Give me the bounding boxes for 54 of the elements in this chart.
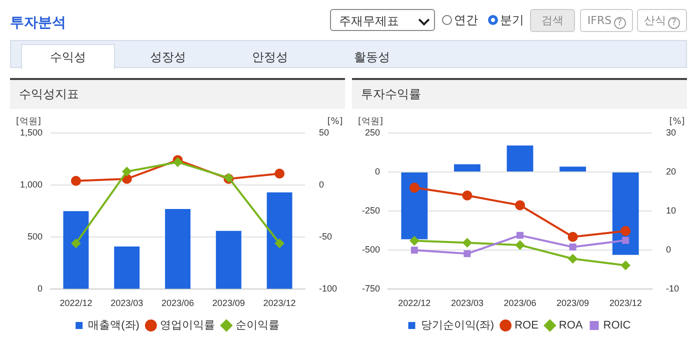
help-icon: ? (668, 17, 680, 29)
chart-title: 투자수익률 (352, 80, 687, 109)
y-tick-label: 250 (364, 127, 380, 138)
help-icon: ? (614, 17, 626, 29)
x-tick-label: 2023/06 (161, 298, 194, 308)
x-tick-label: 2023/09 (556, 298, 590, 308)
y2-axis-title: [%] (327, 116, 343, 127)
text: 연간 (453, 12, 478, 29)
text: 수익성 (21, 44, 115, 69)
y2-tick-label: -50 (318, 232, 332, 242)
x-tick-label: 2023/06 (504, 298, 536, 308)
text: IFRS (587, 14, 612, 27)
legend-label: ROIC (603, 320, 631, 332)
text: 분기 (499, 12, 524, 29)
y2-tick-label: -10 (666, 284, 680, 294)
text: 활동성 (353, 49, 391, 66)
legend-label: 매출액(좌) (88, 320, 140, 332)
text: 성장성 (149, 49, 187, 66)
text: 안정성 (251, 49, 289, 66)
x-tick-label: 2023/09 (212, 298, 245, 308)
y2-tick-label: 50 (318, 127, 329, 138)
y2-tick-label: 0 (666, 244, 672, 255)
x-tick-label: 2023/12 (609, 298, 642, 308)
y-axis-title: [억원] (16, 116, 42, 127)
x-tick-label: 2022/12 (60, 298, 92, 308)
y2-tick-label: 0 (318, 180, 324, 190)
legend-label: 순이익률 (235, 320, 280, 332)
y2-tick-label: -100 (318, 284, 337, 294)
x-tick-label: 2023/03 (450, 298, 484, 308)
x-tick-label: 2022/12 (398, 298, 431, 308)
y-tick-label: 0 (38, 284, 43, 294)
y-axis-title: [억원] (358, 116, 384, 127)
y-tick-label: -500 (362, 244, 380, 255)
text: 투자분석 (10, 14, 66, 32)
y-tick-label: 1,500 (20, 127, 43, 138)
legend-label: ROE (514, 320, 538, 332)
text: 산식 (644, 14, 666, 27)
legend-label: ROA (558, 320, 584, 332)
y-tick-label: 0 (375, 166, 380, 177)
text: 주재무제표 (330, 9, 435, 31)
text: 검색 (530, 9, 575, 32)
y2-tick-label: 30 (666, 127, 676, 138)
y2-axis-title: [%] (669, 116, 685, 127)
y-tick-label: -250 (362, 206, 380, 216)
y2-tick-label: 20 (666, 166, 676, 177)
chart-title: 수익성지표 (10, 80, 345, 109)
y-tick-label: 500 (27, 232, 43, 242)
y-tick-label: 1,000 (20, 180, 43, 190)
x-tick-label: 2023/03 (110, 298, 144, 308)
y-tick-label: -750 (362, 284, 380, 294)
legend-label: 영업이익률 (160, 320, 215, 332)
x-tick-label: 2023/12 (263, 298, 296, 308)
y2-tick-label: 10 (666, 206, 676, 216)
legend-label: 당기순이익(좌) (420, 320, 494, 332)
